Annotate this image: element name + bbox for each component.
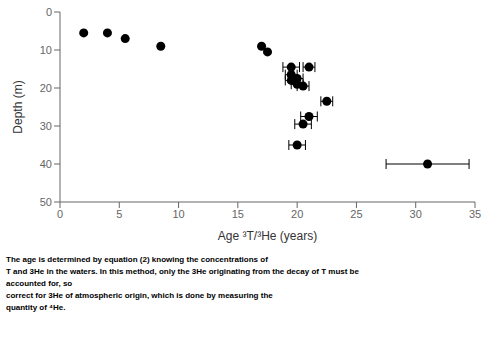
svg-text:25: 25: [350, 208, 362, 220]
html-text:correct for 3He of atmospheric: correct for 3He of atmospheric origin, w…: [6, 291, 273, 300]
svg-text:30: 30: [410, 208, 422, 220]
html-text:The age is determined by equat: The age is determined by equation (2) kn…: [6, 255, 268, 264]
svg-text:20: 20: [291, 208, 303, 220]
svg-text:10: 10: [40, 44, 52, 56]
svg-text:30: 30: [40, 120, 52, 132]
svg-text:15: 15: [232, 208, 244, 220]
svg-text:0: 0: [46, 6, 52, 18]
svg-text:5: 5: [116, 208, 122, 220]
svg-text:50: 50: [40, 196, 52, 208]
svg-text:Depth (m): Depth (m): [11, 80, 25, 133]
html-text:accounted for, so: accounted for, so: [6, 279, 73, 288]
svg-text:10: 10: [172, 208, 184, 220]
svg-text:Age ³T/³He (years): Age ³T/³He (years): [218, 229, 317, 243]
svg-text:40: 40: [40, 158, 52, 170]
svg-text:35: 35: [469, 208, 481, 220]
svg-text:0: 0: [57, 208, 63, 220]
html-text:quantity of ⁴He.: quantity of ⁴He.: [6, 303, 66, 312]
html-text:T and 3He in the waters. In th: T and 3He in the waters. In this method,…: [6, 267, 359, 276]
svg-text:20: 20: [40, 82, 52, 94]
